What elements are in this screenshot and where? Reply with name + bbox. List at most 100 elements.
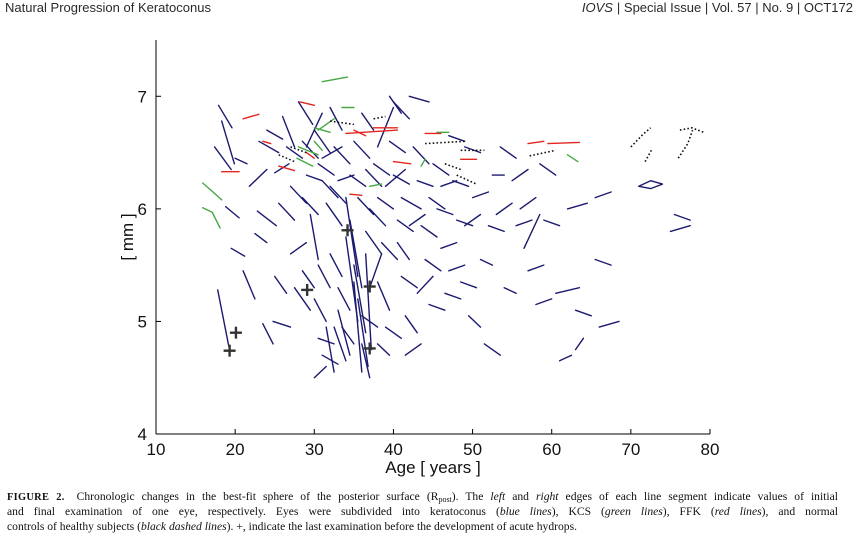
keratoconus-segment — [412, 146, 430, 165]
keratoconus-segment — [353, 264, 367, 334]
hydrops-plus-marker — [341, 224, 354, 237]
y-tick-label: 7 — [138, 87, 147, 106]
keratoconus-segment — [317, 337, 335, 345]
keratoconus-segment — [321, 179, 339, 199]
keratoconus-segment — [256, 210, 277, 227]
keratoconus-segment — [471, 191, 490, 199]
keratoconus-segment — [499, 146, 517, 159]
keratoconus-segment — [289, 241, 308, 255]
keratoconus-segment — [289, 185, 308, 204]
hydrops-plus-marker — [229, 326, 242, 339]
keratoconus-segment — [301, 270, 315, 289]
normal-controls-segment — [278, 154, 295, 163]
keratoconus-segment — [258, 140, 280, 154]
keratoconus-segment — [376, 343, 391, 356]
keratoconus-segment — [467, 315, 482, 328]
keratoconus-segment — [523, 213, 541, 250]
keratoconus-segment — [329, 253, 343, 278]
keratoconus-segment — [404, 343, 422, 356]
plot-area — [201, 76, 704, 379]
normal-controls-segment — [679, 127, 704, 134]
keratoconus-segment — [262, 323, 274, 345]
keratoconus-segment — [416, 275, 434, 294]
caption-line-2: and final examination of one eye, respec… — [7, 504, 838, 519]
keratoconus-segment — [278, 202, 296, 221]
keratoconus-segment — [361, 343, 371, 379]
keratoconus-segment — [388, 95, 402, 114]
ffk-segment — [547, 141, 581, 145]
normal-controls-segment — [677, 129, 694, 159]
keratoconus-segment — [483, 343, 501, 356]
keratoconus-segment — [376, 281, 391, 311]
keratoconus-segment — [329, 185, 347, 204]
keratoconus-segment — [305, 174, 323, 182]
caption-text: ), and normal — [761, 505, 838, 518]
keratoconus-segment — [297, 101, 314, 126]
keratoconus-segment — [313, 298, 327, 323]
keratoconus-segment — [392, 174, 410, 185]
normal-controls-segment — [373, 115, 386, 120]
keratoconus-segment — [234, 157, 248, 165]
keratoconus-segment — [285, 146, 304, 159]
keratoconus-segment — [345, 196, 359, 278]
kcs-segment — [317, 118, 335, 131]
journal-issue-header: IOVS | Special Issue | Vol. 57 | No. 9 | … — [582, 0, 853, 15]
keratoconus-segment — [527, 264, 545, 272]
journal-name: IOVS — [581, 0, 613, 15]
caption-line-1: FIGURE 2. Chronologic changes in the best… — [7, 489, 838, 504]
keratoconus-segment — [217, 104, 233, 129]
keratoconus-segment — [337, 287, 351, 311]
keratoconus-segment — [388, 140, 406, 154]
keratoconus-segment — [519, 196, 537, 210]
keratoconus-segment — [487, 224, 505, 233]
keratoconus-segment — [535, 298, 553, 306]
keratoconus-segment — [274, 275, 288, 294]
caption-italic: green lines — [604, 505, 663, 518]
normal-controls-segment — [425, 140, 465, 145]
keratoconus-segment — [598, 320, 620, 328]
keratoconus-segment — [566, 202, 588, 210]
kcs-segment — [369, 183, 383, 188]
normal-controls-segment — [329, 120, 355, 126]
kcs-segment — [201, 182, 223, 201]
figure-2-chart: 10 20 30 40 50 60 70 80 4 5 6 7 Age [ years ] [ mm … — [118, 40, 719, 477]
keratoconus-segment — [230, 247, 246, 257]
caption-text: controls of healthy subjects ( — [7, 520, 141, 533]
keratoconus-segment — [436, 208, 454, 216]
ffk-segment — [353, 129, 367, 137]
keratoconus-segment — [384, 326, 402, 339]
keratoconus-segment — [408, 95, 430, 103]
running-title: Natural Progression of Keratoconus — [5, 0, 211, 15]
kcs-segment — [201, 206, 221, 229]
hydrops-plus-marker — [363, 342, 376, 355]
y-tick-label: 5 — [138, 312, 147, 331]
keratoconus-segment — [428, 196, 446, 210]
keratoconus-segment — [349, 174, 367, 188]
caption-subscript: post — [438, 495, 452, 504]
keratoconus-segment — [357, 196, 375, 216]
keratoconus-segment — [555, 287, 581, 294]
normal-controls-segment — [630, 127, 652, 148]
keratoconus-segment — [369, 253, 383, 289]
keratoconus-segment — [242, 270, 256, 300]
keratoconus-segment — [515, 219, 533, 227]
keratoconus-segment — [248, 168, 268, 188]
keratoconus-segment — [313, 129, 331, 154]
x-tick-label: 50 — [463, 440, 482, 459]
keratoconus-segment — [293, 287, 311, 311]
figure-label: FIGURE 2. — [7, 492, 65, 503]
keratoconus-segment — [281, 115, 296, 148]
keratoconus-segment — [479, 258, 494, 266]
keratoconus-segment — [337, 309, 351, 356]
keratoconus-segment — [638, 179, 664, 190]
normal-controls-segment — [644, 149, 653, 162]
keratoconus-segment — [357, 298, 369, 368]
keratoconus-segment — [376, 196, 395, 210]
normal-controls-segment — [529, 149, 556, 157]
keratoconus-segment — [396, 219, 414, 233]
keratoconus-segment — [444, 292, 462, 300]
ffk-segment — [299, 101, 315, 107]
kcs-segment — [420, 158, 426, 167]
keratoconus-segment — [440, 241, 458, 250]
keratoconus-segment — [594, 191, 612, 199]
